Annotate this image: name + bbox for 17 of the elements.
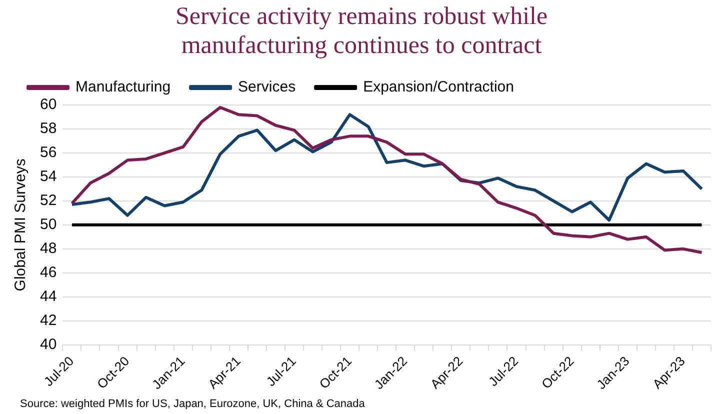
y-tick-label: 60 [40, 96, 57, 114]
y-tick-label: 44 [40, 288, 57, 306]
legend-label: Expansion/Contraction [363, 78, 514, 96]
y-tick-label: 54 [40, 168, 57, 186]
y-tick-label: 40 [40, 336, 57, 354]
source-note: Source: weighted PMIs for US, Japan, Eurozone, UK, China & Canada [20, 398, 365, 410]
y-tick-label: 46 [40, 264, 57, 282]
chart-title: Service activity remains robust while manufacturing continues to contract [174, 2, 549, 60]
y-tick-label: 42 [40, 312, 57, 330]
legend-label: Manufacturing [76, 78, 171, 96]
y-tick-label: 56 [40, 144, 57, 162]
y-tick-label: 50 [40, 216, 57, 234]
y-tick-label: 52 [40, 192, 57, 210]
y-tick-label: 58 [40, 120, 57, 138]
legend-label: Services [238, 78, 296, 96]
y-axis-title: Global PMI Surveys [12, 158, 30, 292]
y-tick-label: 48 [40, 240, 57, 258]
